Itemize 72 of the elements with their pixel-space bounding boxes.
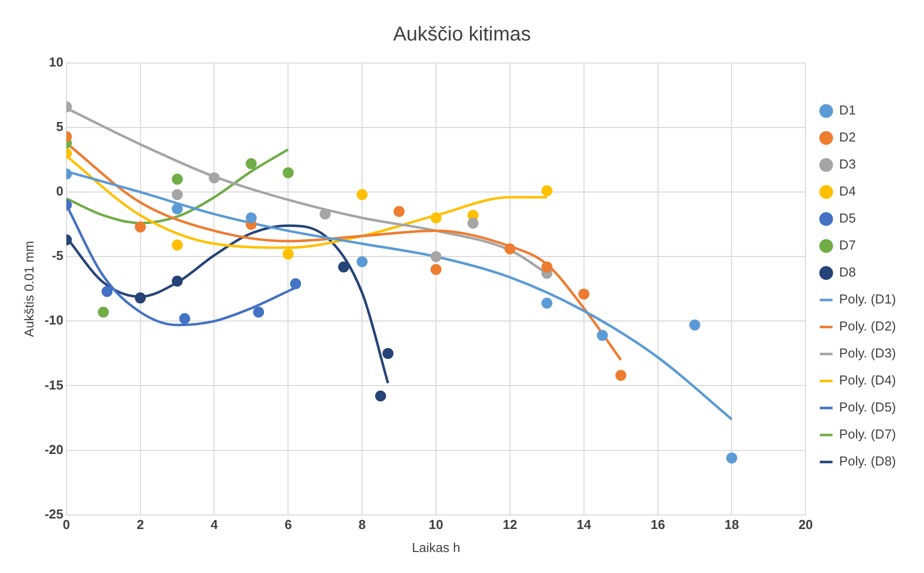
x-tick-label: 12 (502, 517, 518, 532)
legend-label: Poly. (D7) (839, 426, 896, 442)
x-tick-label: 4 (210, 517, 219, 532)
point (356, 256, 368, 268)
point (541, 298, 552, 309)
legend-label: D3 (839, 156, 856, 172)
y-tick-label: -15 (44, 377, 64, 392)
legend-label: Poly. (D4) (839, 372, 896, 388)
y-tick-label: -5 (52, 248, 64, 264)
point (253, 306, 264, 318)
point (338, 261, 350, 272)
legend-label: Poly. (D2) (839, 318, 896, 334)
point (615, 370, 626, 381)
point (134, 292, 146, 304)
point (172, 174, 183, 185)
point (246, 212, 257, 224)
x-tick-label: 14 (576, 517, 592, 532)
point (172, 189, 183, 200)
y-tick-label: 0 (56, 184, 64, 199)
point (578, 288, 590, 300)
legend-label: Poly. (D5) (839, 400, 896, 415)
point (596, 330, 608, 341)
x-tick-label: 20 (798, 517, 813, 532)
point (290, 278, 302, 290)
point (541, 261, 552, 272)
point (134, 221, 146, 232)
x-tick-label: 16 (650, 517, 666, 532)
point (467, 218, 478, 229)
point (172, 240, 183, 251)
point (282, 248, 294, 260)
chart-title: Aukščio kitimas (393, 24, 531, 46)
y-tick-label: 5 (56, 119, 64, 134)
x-axis-title: Laikas h (412, 540, 460, 555)
point (320, 208, 331, 220)
point (356, 189, 368, 200)
point (504, 243, 516, 254)
point (394, 206, 405, 217)
legend-label: Poly. (D3) (839, 346, 896, 361)
point (246, 158, 257, 170)
point (430, 251, 442, 262)
point (430, 212, 442, 224)
y-tick-label: -10 (44, 312, 64, 328)
x-tick-label: 2 (136, 517, 144, 532)
point (98, 306, 109, 318)
legend-label: Poly. (D1) (839, 292, 896, 307)
x-tick-label: 10 (428, 517, 444, 532)
point (382, 348, 394, 359)
point (179, 313, 190, 324)
point (375, 390, 386, 402)
point (689, 320, 700, 331)
legend-label: D1 (839, 102, 856, 118)
legend-label: Poly. (D8) (839, 454, 896, 469)
x-tick-label: 8 (358, 517, 366, 532)
y-tick-label: 10 (48, 54, 64, 70)
point (541, 185, 552, 196)
legend-label: D2 (839, 130, 856, 145)
legend-label: D5 (839, 210, 856, 226)
point (726, 452, 738, 464)
point (282, 167, 294, 178)
point (208, 172, 220, 184)
legend-label: D7 (839, 238, 856, 253)
legend-label: D8 (839, 264, 856, 280)
legend-label: D4 (839, 184, 856, 199)
point (172, 203, 183, 214)
point (430, 264, 442, 276)
point (172, 276, 183, 287)
y-tick-label: -20 (44, 442, 64, 457)
y-tick-label: -25 (44, 506, 64, 522)
y-axis-title: Aukštis 0.01 mm (21, 240, 36, 337)
x-tick-label: 18 (724, 517, 739, 532)
point (102, 286, 113, 297)
x-tick-label: 6 (284, 517, 292, 532)
